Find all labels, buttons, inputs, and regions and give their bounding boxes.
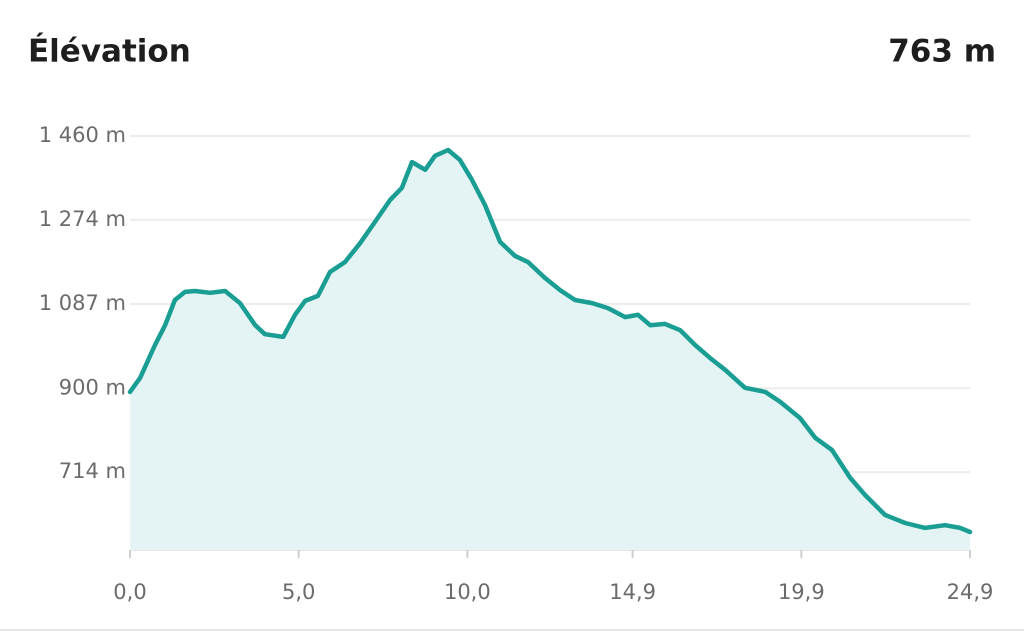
x-tick-label: 14,9 [609,580,656,604]
y-tick-label: 714 m [59,459,126,483]
x-tick-label: 19,9 [778,580,825,604]
y-tick-label: 1 460 m [39,123,126,147]
x-tick-label: 24,9 [947,580,994,604]
y-tick-label: 1 274 m [39,207,126,231]
y-tick-label: 900 m [59,375,126,399]
summary-value: 763 m [888,34,996,70]
elevation-line [127,147,973,535]
x-tick-label: 5,0 [282,580,315,604]
chart-title: Élévation [28,34,191,70]
x-tick-label: 0,0 [113,580,146,604]
area-fill [130,150,970,550]
x-tick-label: 10,0 [444,580,491,604]
y-tick-label: 1 087 m [39,291,126,315]
